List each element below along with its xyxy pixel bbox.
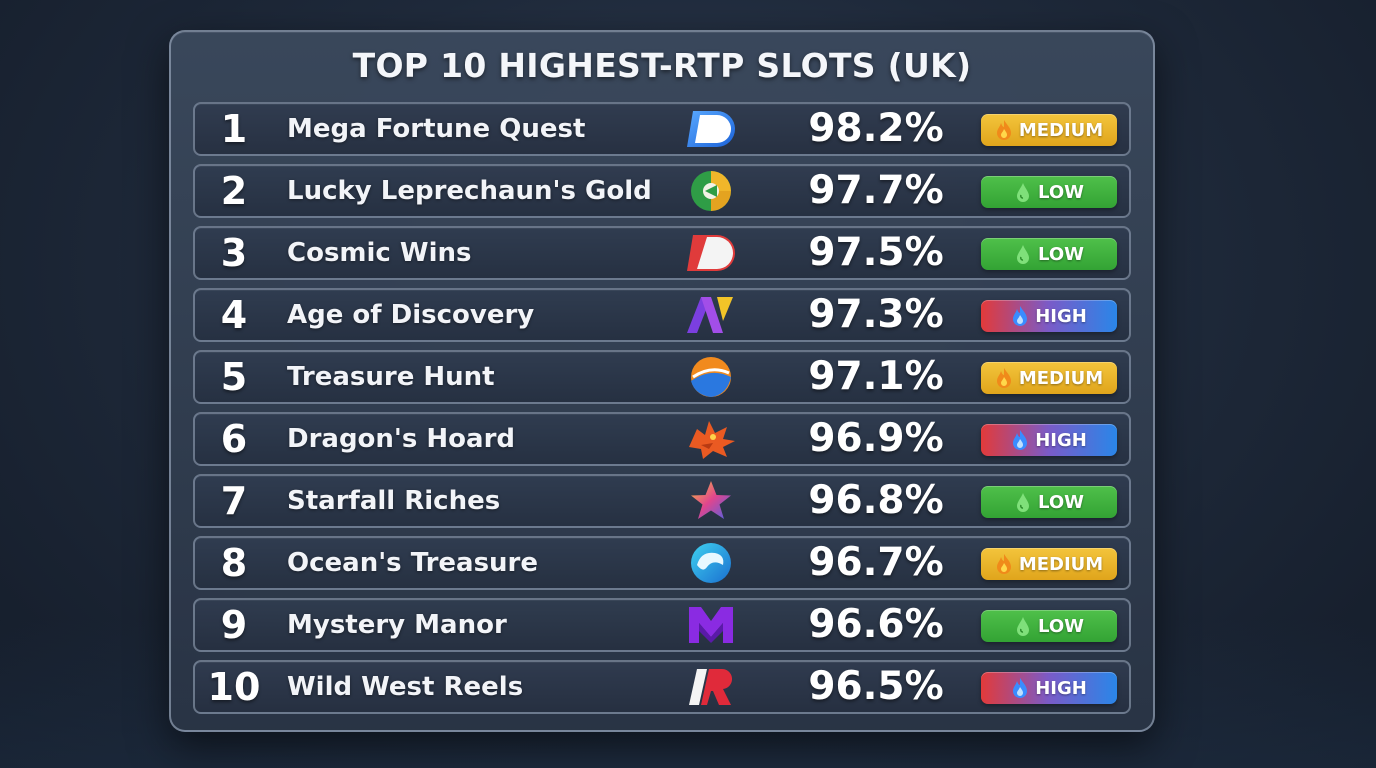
- volatility-label: MEDIUM: [1018, 119, 1104, 141]
- droplet-icon: [1014, 491, 1032, 513]
- volatility-badge: MEDIUM: [981, 114, 1117, 146]
- gradient-star-logo-icon: [683, 479, 739, 523]
- volatility-label: LOW: [1038, 491, 1084, 513]
- rtp-value: 97.3%: [808, 292, 944, 337]
- volatility-badge: HIGH: [981, 424, 1117, 456]
- slot-name: Starfall Riches: [287, 486, 501, 516]
- droplet-icon: [1014, 181, 1032, 203]
- purple-yellow-n-logo-icon: [683, 293, 739, 337]
- slot-name: Dragon's Hoard: [287, 424, 516, 454]
- flame-icon: [1011, 305, 1029, 327]
- slot-row-4[interactable]: 4 Age of Discovery 97.3% HIGH: [193, 288, 1131, 342]
- slot-name: Mystery Manor: [287, 610, 507, 640]
- rtp-value: 96.9%: [808, 416, 944, 461]
- ocean-wave-logo-icon: [683, 541, 739, 585]
- rank-number: 9: [220, 603, 248, 647]
- slot-row-9[interactable]: 9 Mystery Manor 96.6% LOW: [193, 598, 1131, 652]
- rtp-value: 97.1%: [808, 354, 944, 399]
- volatility-label: LOW: [1038, 181, 1084, 203]
- rank-number: 5: [220, 355, 248, 399]
- panel-title: TOP 10 HIGHEST-RTP SLOTS (UK): [352, 46, 972, 85]
- blue-white-d-logo-icon: [683, 107, 739, 151]
- rtp-value: 96.7%: [808, 540, 944, 585]
- flame-icon: [1011, 677, 1029, 699]
- rtp-value: 96.6%: [808, 602, 944, 647]
- volatility-badge: HIGH: [981, 300, 1117, 332]
- rank-number: 1: [220, 107, 248, 151]
- purple-m-logo-icon: [683, 603, 739, 647]
- rank-number: 4: [220, 293, 248, 337]
- flame-icon: [1011, 429, 1029, 451]
- slot-name: Lucky Leprechaun's Gold: [287, 176, 652, 206]
- rank-number: 3: [220, 231, 248, 275]
- slot-row-5[interactable]: 5 Treasure Hunt 97.1% MEDIUM: [193, 350, 1131, 404]
- rtp-value: 96.8%: [808, 478, 944, 523]
- slot-name: Age of Discovery: [287, 300, 535, 330]
- slot-row-2[interactable]: 2 Lucky Leprechaun's Gold 97.7% LOW: [193, 164, 1131, 218]
- rank-number: 8: [220, 541, 248, 585]
- volatility-badge: HIGH: [981, 672, 1117, 704]
- volatility-badge: LOW: [981, 176, 1117, 208]
- slot-row-7[interactable]: 7 Starfall Riches 96.8% LOW: [193, 474, 1131, 528]
- slot-row-1[interactable]: 1 Mega Fortune Quest 98.2% MEDIUM: [193, 102, 1131, 156]
- flame-icon: [995, 367, 1013, 389]
- volatility-label: HIGH: [1035, 429, 1087, 451]
- slot-name: Mega Fortune Quest: [287, 114, 586, 144]
- rtp-value: 97.5%: [808, 230, 944, 275]
- volatility-badge: LOW: [981, 486, 1117, 518]
- rank-number: 10: [207, 665, 261, 709]
- volatility-label: LOW: [1038, 615, 1084, 637]
- rank-number: 6: [220, 417, 248, 461]
- slot-name: Ocean's Treasure: [287, 548, 539, 578]
- volatility-badge: MEDIUM: [981, 548, 1117, 580]
- red-white-d-logo-icon: [683, 231, 739, 275]
- slot-name: Wild West Reels: [287, 672, 524, 702]
- slot-row-3[interactable]: 3 Cosmic Wins 97.5% LOW: [193, 226, 1131, 280]
- volatility-label: MEDIUM: [1018, 553, 1104, 575]
- volatility-badge: LOW: [981, 610, 1117, 642]
- slot-row-10[interactable]: 10 Wild West Reels 96.5% HIGH: [193, 660, 1131, 714]
- rank-number: 7: [220, 479, 248, 523]
- volatility-label: LOW: [1038, 243, 1084, 265]
- flame-icon: [995, 119, 1013, 141]
- rank-number: 2: [220, 169, 248, 213]
- dragon-logo-icon: [683, 417, 739, 461]
- volatility-label: HIGH: [1035, 305, 1087, 327]
- flame-icon: [995, 553, 1013, 575]
- rtp-value: 96.5%: [808, 664, 944, 709]
- red-white-r-logo-icon: [683, 665, 739, 709]
- slot-row-8[interactable]: 8 Ocean's Treasure 96.7% MEDIUM: [193, 536, 1131, 590]
- slot-name: Treasure Hunt: [287, 362, 495, 392]
- droplet-icon: [1014, 243, 1032, 265]
- volatility-label: HIGH: [1035, 677, 1087, 699]
- volatility-badge: LOW: [981, 238, 1117, 270]
- leaderboard-panel: TOP 10 HIGHEST-RTP SLOTS (UK) 1 Mega Fort…: [169, 30, 1155, 732]
- green-gold-circle-logo-icon: [683, 169, 739, 213]
- orange-blue-swirl-logo-icon: [683, 355, 739, 399]
- slot-row-6[interactable]: 6 Dragon's Hoard 96.9% HIGH: [193, 412, 1131, 466]
- volatility-label: MEDIUM: [1018, 367, 1104, 389]
- droplet-icon: [1014, 615, 1032, 637]
- rtp-value: 98.2%: [808, 106, 944, 151]
- volatility-badge: MEDIUM: [981, 362, 1117, 394]
- slot-name: Cosmic Wins: [287, 238, 472, 268]
- rtp-value: 97.7%: [808, 168, 944, 213]
